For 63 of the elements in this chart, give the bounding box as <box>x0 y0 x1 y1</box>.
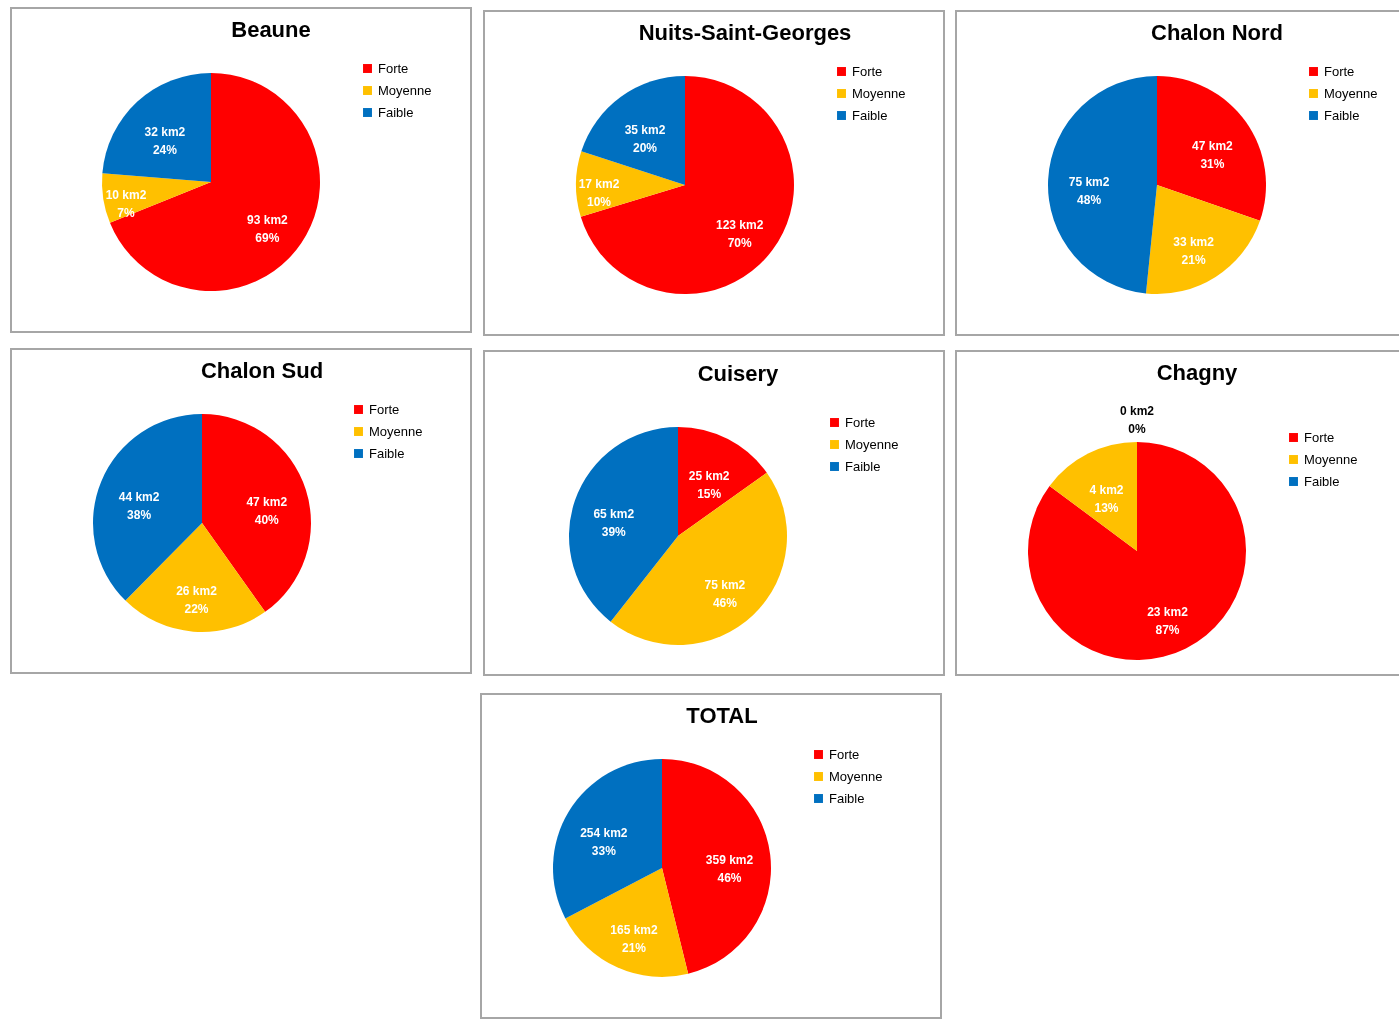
pie-slice <box>1048 76 1157 294</box>
data-label: 4 km2 13% <box>1089 483 1124 516</box>
legend-label: Faible <box>1324 107 1360 123</box>
legend-label: Forte <box>829 746 860 762</box>
legend-label: Moyenne <box>852 85 906 101</box>
legend-label: Moyenne <box>829 768 883 784</box>
pie-slice <box>1145 185 1260 294</box>
data-label: 17 km2 10% <box>578 177 620 210</box>
pie-slice <box>565 868 689 977</box>
pie-slice <box>1028 442 1246 660</box>
data-label: 75 km2 46% <box>704 578 746 611</box>
legend-label: Forte <box>1304 429 1335 445</box>
legend-label: Forte <box>378 60 409 76</box>
legend-label: Faible <box>378 104 414 120</box>
data-label: 75 km2 48% <box>1068 174 1110 207</box>
data-label: 93 km2 69% <box>247 213 289 246</box>
legend-label: Forte <box>852 63 883 79</box>
chart-title: Chagny <box>1156 360 1239 385</box>
data-label: 359 km2 46% <box>705 852 754 885</box>
data-label: 33 km2 21% <box>1173 235 1215 268</box>
pie-slice <box>576 151 685 217</box>
data-label: 35 km2 20% <box>624 122 666 155</box>
data-label: 123 km2 70% <box>715 218 764 251</box>
legend-label: Moyenne <box>1304 451 1358 467</box>
data-label: 44 km2 38% <box>118 490 160 523</box>
legend-label: Moyenne <box>369 423 423 439</box>
legend-label: Forte <box>1324 63 1355 79</box>
text: 0 km2 0% <box>1119 404 1155 436</box>
legend-label: Faible <box>369 445 405 461</box>
data-label: 10 km2 7% <box>105 187 147 220</box>
data-label: 47 km2 40% <box>246 495 288 528</box>
legend-label: Faible <box>852 107 888 123</box>
data-label: 254 km2 33% <box>580 825 628 858</box>
pie-slice <box>580 76 794 294</box>
pie-slice <box>1049 442 1137 551</box>
legend-label: Moyenne <box>378 82 432 98</box>
legend-label: Moyenne <box>845 436 899 452</box>
pie-slice <box>662 759 771 974</box>
chart-title: Chalon Sud <box>200 358 324 383</box>
legend-label: Faible <box>845 458 881 474</box>
legend-label: Forte <box>845 414 876 430</box>
chart-title: Cuisery <box>697 360 780 386</box>
chart-title: Chalon Nord <box>1151 20 1283 45</box>
data-label: 23 km2 87% <box>1147 604 1189 637</box>
data-label: 165 km2 21% <box>610 922 659 955</box>
pie-slice <box>1157 76 1266 221</box>
pie-slice <box>553 759 662 919</box>
data-label: 47 km2 31% <box>1192 138 1234 171</box>
pie-slice <box>102 73 211 182</box>
pie-slice <box>125 523 266 632</box>
chart-title: TOTAL <box>686 703 758 728</box>
data-label: 25 km2 15% <box>688 468 730 501</box>
pie-slice <box>678 427 767 536</box>
legend-label: Faible <box>1304 473 1340 489</box>
data-label: 32 km2 24% <box>144 125 186 157</box>
chart-title: Nuits-Saint-Georges <box>638 20 852 45</box>
legend-label: Forte <box>369 401 400 417</box>
chart-title: Beaune <box>231 17 311 42</box>
legend-label: Faible <box>829 790 865 806</box>
data-label: 26 km2 22% <box>176 583 218 616</box>
data-label: 65 km2 39% <box>593 506 635 539</box>
legend-label: Moyenne <box>1324 85 1378 101</box>
pie-slice <box>569 427 678 622</box>
